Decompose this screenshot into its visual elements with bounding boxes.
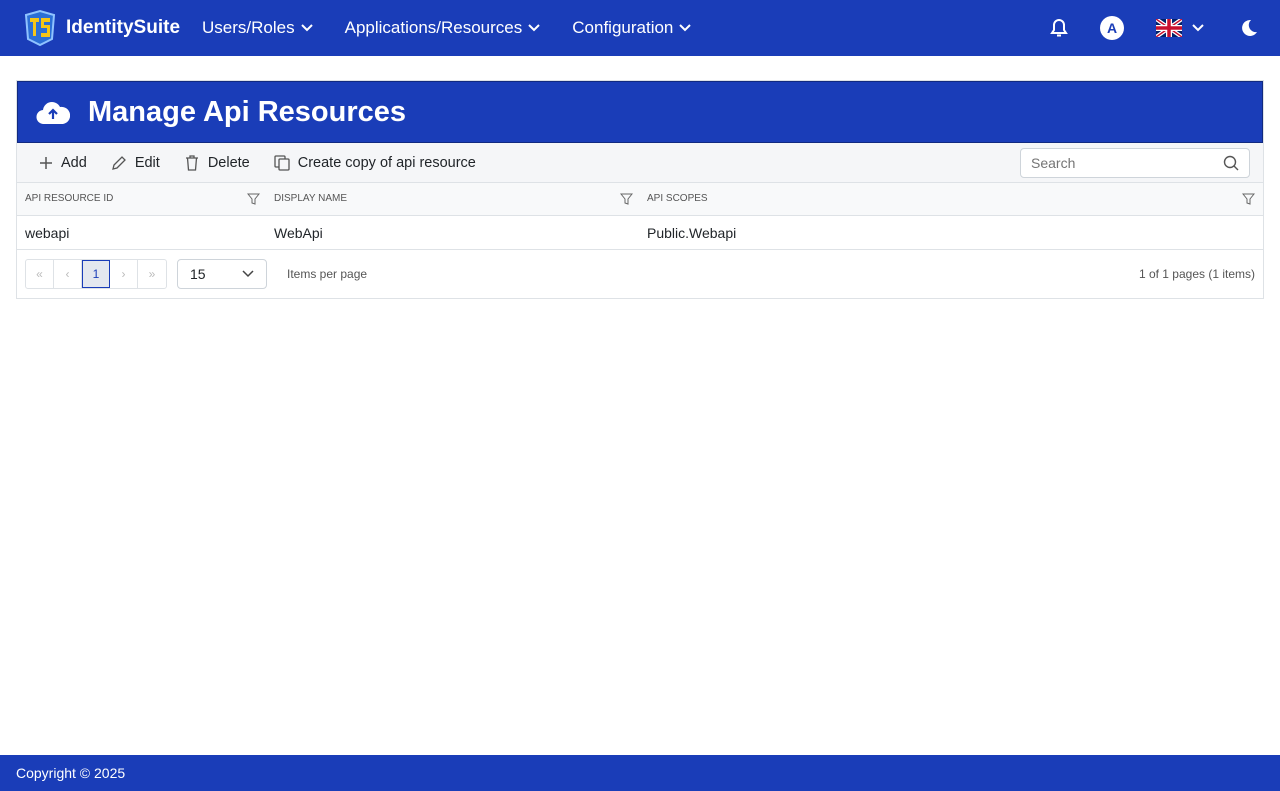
first-page-button[interactable]: « [26, 260, 54, 288]
add-button[interactable]: Add [39, 155, 87, 171]
add-label: Add [61, 154, 87, 171]
search-input[interactable] [1031, 154, 1223, 171]
copy-label: Create copy of api resource [297, 154, 476, 171]
column-label: API RESOURCE ID [25, 193, 114, 204]
pager: « ‹ 1 › » 15 Items per page 1 of 1 pages… [17, 250, 1263, 298]
menu-label: Configuration [572, 18, 674, 37]
page-size-value: 15 [190, 266, 206, 282]
menu-configuration[interactable]: Configuration [572, 18, 692, 38]
api-resources-panel: Manage Api Resources Add Edit Delete Cre… [16, 80, 1264, 299]
filter-icon[interactable] [620, 193, 633, 205]
notifications-button[interactable] [1050, 18, 1068, 38]
chevron-down-icon [300, 24, 313, 32]
chevron-down-icon [242, 270, 254, 278]
logo-icon [24, 9, 56, 47]
table-header: API RESOURCE ID DISPLAY NAME API SCOPES [17, 183, 1263, 216]
language-selector[interactable] [1156, 19, 1204, 37]
filter-icon[interactable] [247, 193, 260, 205]
delete-button[interactable]: Delete [184, 155, 250, 171]
toolbar: Add Edit Delete Create copy of api resou… [17, 143, 1263, 183]
menu-users-roles[interactable]: Users/Roles [202, 18, 313, 38]
search-box [1020, 147, 1250, 178]
edit-label: Edit [134, 154, 160, 171]
cloud-upload-icon [36, 102, 70, 125]
column-header-display-name[interactable]: DISPLAY NAME [266, 193, 639, 205]
cell-api-resource-id: webapi [25, 224, 70, 241]
column-label: API SCOPES [647, 193, 708, 204]
trash-icon [185, 154, 198, 171]
pager-info: 1 of 1 pages (1 items) [1138, 267, 1255, 281]
page-title: Manage Api Resources [88, 95, 407, 128]
menu-label: Users/Roles [202, 18, 295, 37]
pencil-icon [111, 155, 126, 170]
user-avatar[interactable]: A [1100, 16, 1124, 40]
plus-icon [40, 156, 52, 169]
delete-label: Delete [207, 154, 250, 171]
page-size-select[interactable]: 15 [177, 259, 267, 289]
edit-button[interactable]: Edit [111, 155, 160, 171]
search-icon[interactable] [1223, 155, 1239, 171]
column-header-api-scopes[interactable]: API SCOPES [639, 193, 1263, 205]
menu-applications-resources[interactable]: Applications/Resources [345, 18, 541, 38]
cell-display-name: WebApi [274, 224, 323, 241]
chevron-down-icon [679, 24, 692, 32]
bell-icon [1050, 18, 1068, 37]
brand[interactable]: IdentitySuite [22, 9, 180, 47]
panel-header: Manage Api Resources [17, 81, 1263, 143]
theme-toggle[interactable] [1240, 19, 1258, 37]
column-header-api-resource-id[interactable]: API RESOURCE ID [17, 193, 266, 205]
moon-icon [1242, 19, 1257, 36]
prev-page-button[interactable]: ‹ [54, 260, 82, 288]
table-row[interactable]: webapi WebApi Public.Webapi [17, 216, 1263, 250]
menu-label: Applications/Resources [344, 18, 523, 37]
copy-icon [274, 154, 290, 171]
items-per-page-label: Items per page [287, 267, 368, 281]
copy-button[interactable]: Create copy of api resource [274, 155, 476, 171]
footer: Copyright © 2025 [0, 755, 1280, 791]
copyright-text: Copyright © 2025 [16, 765, 126, 781]
cell-api-scopes: Public.Webapi [647, 224, 737, 241]
chevron-down-icon [1192, 24, 1204, 32]
brand-name: IdentitySuite [66, 17, 181, 38]
uk-flag-icon [1156, 19, 1182, 37]
top-navbar: IdentitySuite Users/Roles Applications/R… [0, 0, 1280, 56]
next-page-button[interactable]: › [110, 260, 138, 288]
last-page-button[interactable]: » [148, 267, 156, 281]
chevron-down-icon [528, 24, 540, 32]
page-1-button[interactable]: 1 [82, 260, 110, 288]
filter-icon[interactable] [1242, 193, 1255, 205]
column-label: DISPLAY NAME [274, 193, 347, 204]
